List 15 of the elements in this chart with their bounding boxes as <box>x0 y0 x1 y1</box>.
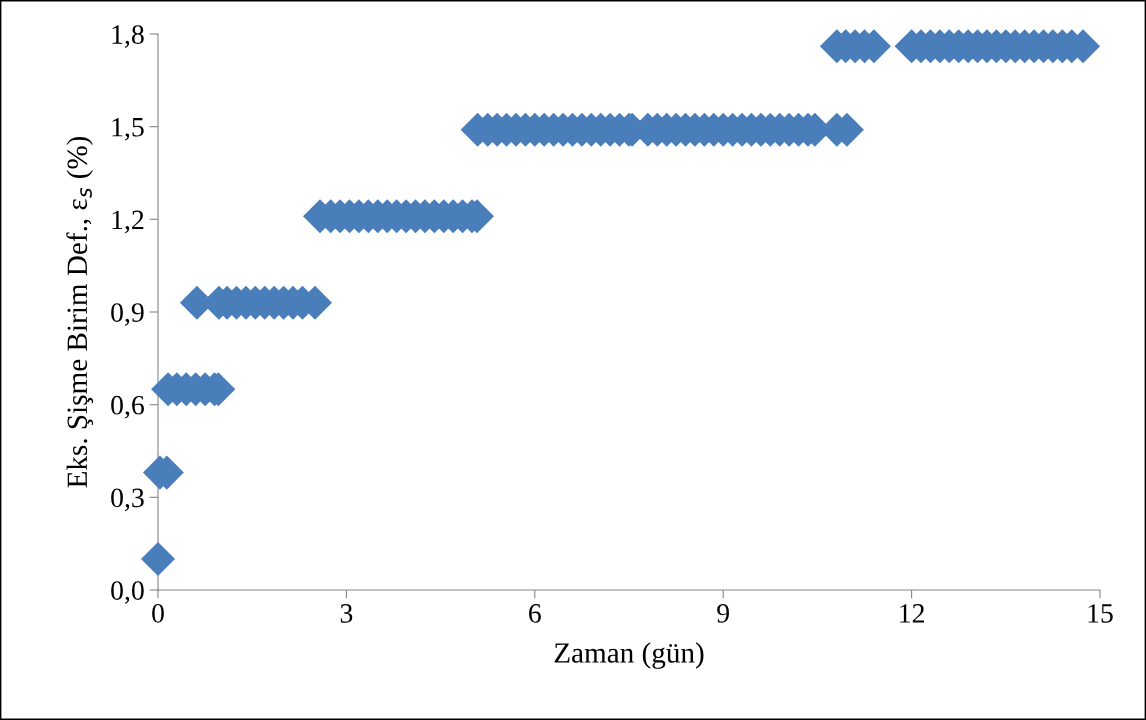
x-tick-label: 15 <box>1088 604 1113 623</box>
x-tick-label: 9 <box>717 604 730 623</box>
y-tick-label: 0,3 <box>111 488 144 512</box>
y-axis-title: Eks. Şişme Birim Def., ε$_{s}$ (%) <box>66 136 94 488</box>
y-tick-label: 1,2 <box>112 210 144 234</box>
y-tick-label: 0,9 <box>111 303 144 326</box>
x-axis-title: Zaman (gün) <box>554 642 704 669</box>
x-tick-label: 3 <box>340 604 353 623</box>
y-tick-label: 1,5 <box>112 117 144 141</box>
y-tick-label: 0,6 <box>111 395 144 419</box>
y-tick-label: 0,0 <box>111 581 144 604</box>
x-tick-label: 0 <box>152 604 164 623</box>
y-tick-label: 1,8 <box>112 25 144 48</box>
x-tick-label: 6 <box>529 604 541 623</box>
x-tick-label: 12 <box>900 604 924 623</box>
